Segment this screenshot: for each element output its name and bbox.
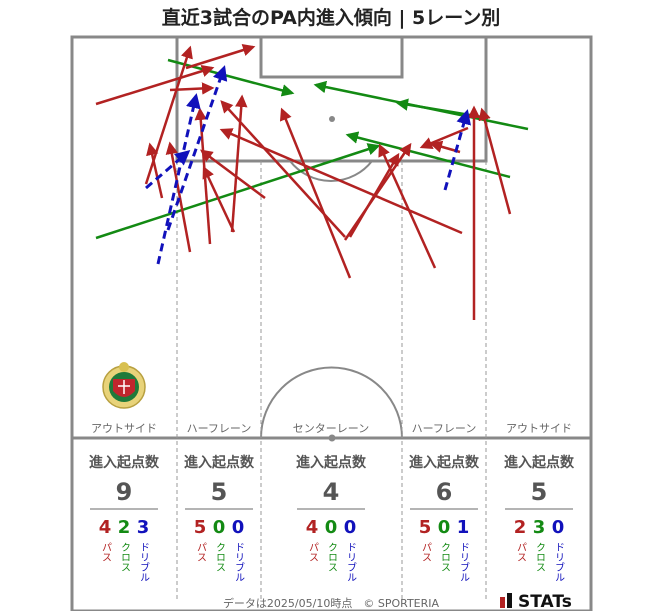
lane-cross-label: クロス — [534, 542, 545, 572]
penalty-arc — [289, 160, 373, 183]
pass-arrow — [220, 100, 346, 238]
goal-area — [259, 35, 404, 79]
pass-arrow — [95, 64, 215, 106]
pass-arrow — [230, 94, 248, 233]
dribble-arrow — [156, 93, 201, 265]
lane-cross-count: 3 — [533, 517, 546, 538]
lane-cross-label: クロス — [326, 542, 337, 572]
brand-logo-icon — [500, 597, 505, 608]
lane-pass-label: パス — [515, 542, 527, 562]
lane-dribble-count: 1 — [457, 517, 470, 538]
lane-count-header: 進入起点数 — [296, 454, 367, 471]
lane-pass-count: 4 — [99, 517, 112, 538]
cross-arrow — [167, 58, 295, 97]
lane-label: ハーフレーン — [187, 422, 252, 435]
dribble-arrow — [443, 109, 471, 191]
lane-cross-count: 0 — [438, 517, 451, 538]
pass-arrow — [478, 107, 512, 215]
lane-dribble-label: ドリブル — [233, 542, 245, 582]
lane-count-total: 6 — [436, 478, 453, 506]
lane-pass-label: パス — [307, 542, 319, 562]
lane-count-header: 進入起点数 — [184, 454, 255, 471]
pass-arrow — [165, 141, 192, 253]
lane-dribble-label: ドリブル — [138, 542, 150, 582]
brand-name: STATs — [518, 592, 572, 611]
lane-cross-count: 0 — [213, 517, 226, 538]
center-spot — [328, 434, 336, 442]
pass-arrow — [202, 165, 236, 233]
pass-arrow — [146, 142, 164, 199]
lane-label: センターレーン — [293, 422, 369, 435]
data-date-note: データは2025/05/10時点 © SPORTERIA — [223, 596, 440, 610]
lane-pass-count: 5 — [419, 517, 432, 538]
lane-labels: アウトサイド ハーフレーン センターレーン ハーフレーン アウトサイド — [91, 422, 572, 435]
lane-count-header: 進入起点数 — [504, 454, 575, 471]
lane-count-header: 進入起点数 — [89, 454, 160, 471]
page-title: 直近3試合のPA内進入傾向 | 5レーン別 — [162, 6, 501, 29]
lane-label: アウトサイド — [91, 422, 157, 435]
dribble-arrows — [145, 65, 471, 265]
lane-pass-label: パス — [195, 542, 207, 562]
lane-count-total: 4 — [323, 478, 340, 506]
lane-dribble-count: 0 — [232, 517, 245, 538]
lane-count-total: 5 — [211, 478, 228, 506]
lane-count-header: 進入起点数 — [409, 454, 480, 471]
lane-dribble-label: ドリブル — [458, 542, 470, 582]
lane-pass-count: 5 — [194, 517, 207, 538]
lane-count-total: 9 — [116, 478, 133, 506]
lane-dribble-count: 0 — [344, 517, 357, 538]
lane-dribble-label: ドリブル — [553, 542, 565, 582]
lane-label: アウトサイド — [506, 422, 572, 435]
dribble-arrow — [145, 150, 191, 190]
brand-logo-bar — [507, 593, 512, 608]
pass-arrow — [378, 143, 437, 269]
penalty-spot — [329, 116, 335, 122]
lane-label: ハーフレーン — [412, 422, 477, 435]
lane-stats: 進入起点数94パス2クロス3ドリブル進入起点数55パス0クロス0ドリブル進入起点… — [89, 454, 575, 582]
pass-arrow — [185, 44, 256, 70]
dribble-arrow — [166, 65, 228, 231]
lane-pass-count: 2 — [514, 517, 527, 538]
lane-dribble-count: 0 — [552, 517, 565, 538]
brand-logo: STATs — [500, 592, 572, 611]
lane-cross-count: 2 — [118, 517, 131, 538]
lane-cross-count: 0 — [325, 517, 338, 538]
lane-cross-label: クロス — [439, 542, 450, 572]
lane-dividers — [176, 161, 487, 600]
pass-arrow — [144, 45, 193, 185]
pass-arrow — [279, 107, 352, 279]
lane-count-total: 5 — [531, 478, 548, 506]
lane-cross-label: クロス — [214, 542, 225, 572]
lane-pass-count: 4 — [306, 517, 319, 538]
pass-arrows — [95, 44, 512, 320]
center-circle — [260, 366, 403, 439]
cross-arrow — [345, 131, 511, 179]
lane-pass-label: パス — [420, 542, 432, 562]
lane-pass-label: パス — [100, 542, 112, 562]
pass-arrow — [199, 149, 266, 200]
lane-dribble-count: 3 — [137, 517, 150, 538]
cross-arrows — [95, 58, 529, 240]
club-crest-icon — [102, 362, 146, 409]
lane-dribble-label: ドリブル — [345, 542, 357, 582]
cross-arrow — [95, 143, 381, 240]
lane-cross-label: クロス — [119, 542, 130, 572]
